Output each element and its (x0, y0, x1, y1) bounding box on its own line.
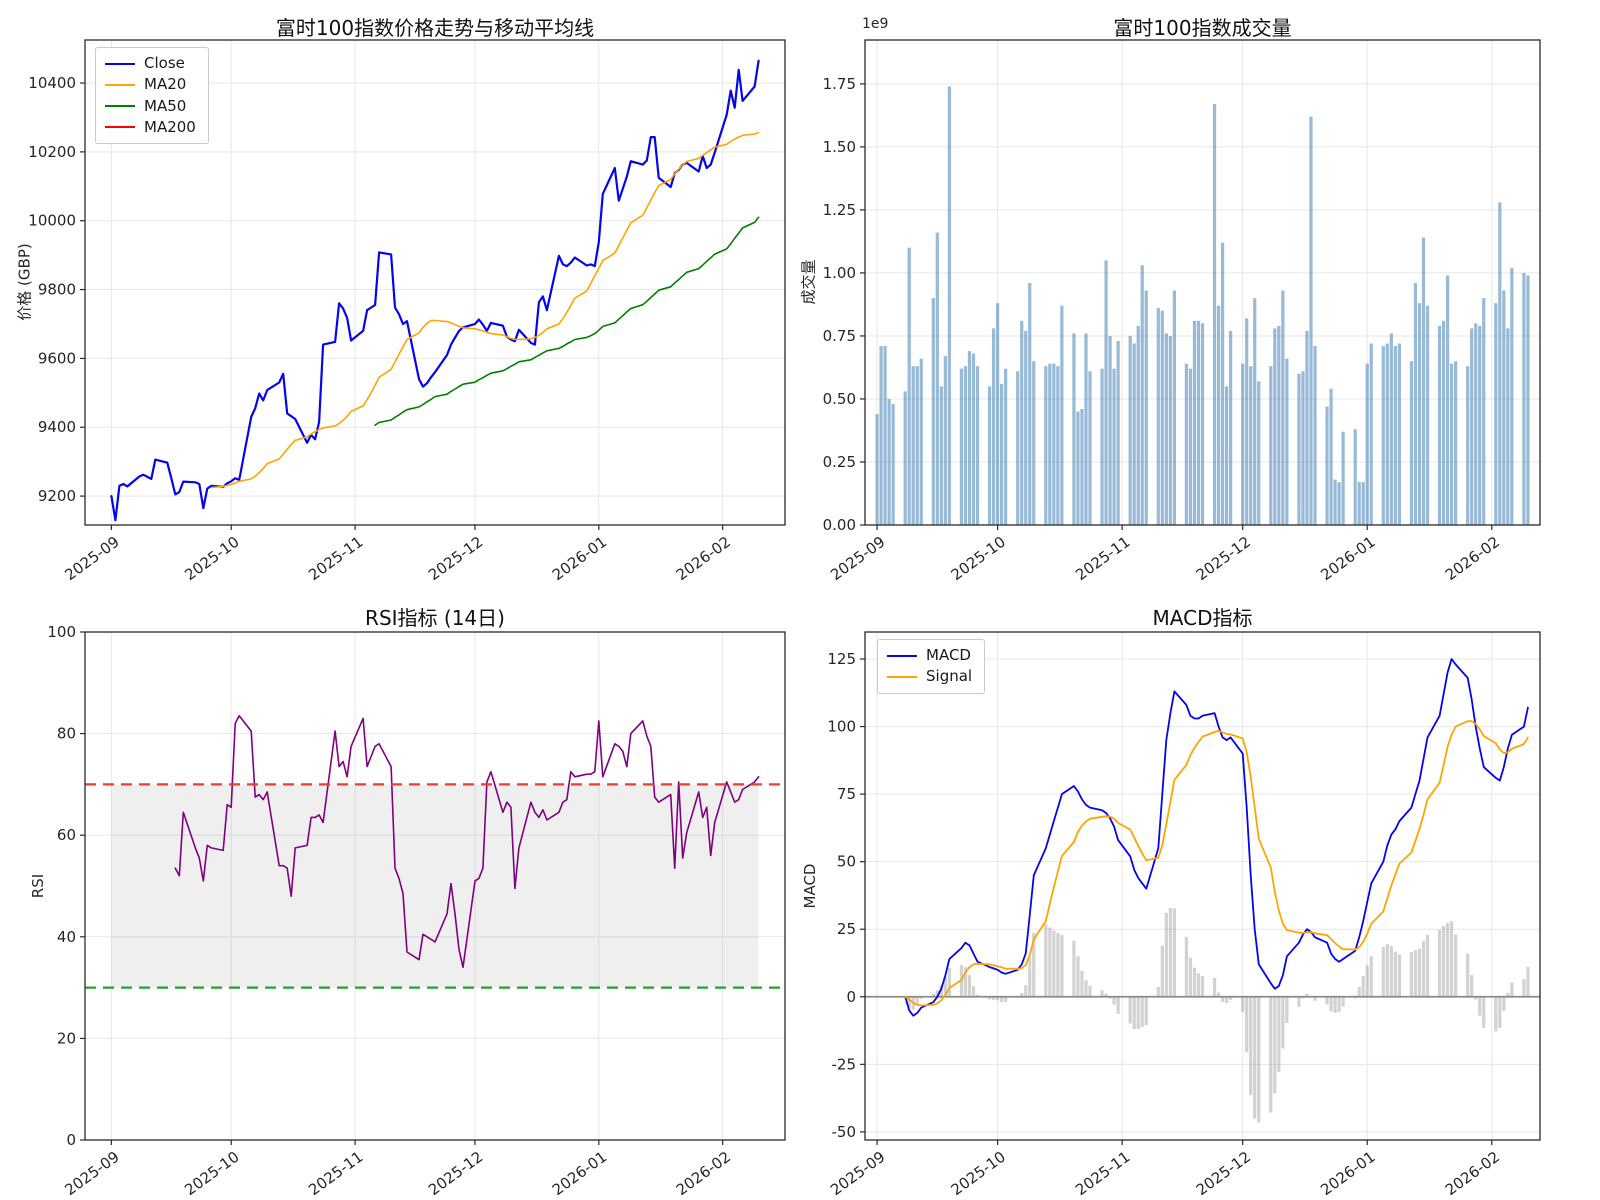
macd-legend: MACD Signal (877, 639, 986, 694)
svg-text:2025-11: 2025-11 (305, 1148, 366, 1199)
rsi-y-axis-label: RSI (29, 873, 47, 899)
svg-text:2026-01: 2026-01 (549, 1148, 610, 1199)
svg-text:2025-12: 2025-12 (1193, 533, 1254, 584)
svg-text:2025-09: 2025-09 (61, 533, 122, 584)
ma50-line-swatch (105, 105, 135, 108)
svg-text:-50: -50 (832, 1123, 857, 1141)
price-y-axis-label: 价格 (GBP) (15, 243, 34, 321)
svg-text:10000: 10000 (28, 212, 76, 230)
ma200-line-swatch (105, 126, 135, 129)
svg-text:2026-01: 2026-01 (1317, 1148, 1378, 1199)
macd-line-swatch (887, 654, 917, 657)
volume-axis-offset-text: 1e9 (862, 16, 889, 32)
svg-text:100: 100 (827, 718, 856, 736)
svg-text:20: 20 (57, 1029, 76, 1047)
svg-text:2026-01: 2026-01 (1317, 533, 1378, 584)
svg-text:1.25: 1.25 (823, 201, 856, 219)
legend-label: MA50 (144, 96, 187, 115)
svg-text:2025-10: 2025-10 (181, 533, 242, 584)
legend-label: MACD (926, 646, 971, 664)
svg-text:125: 125 (827, 650, 856, 668)
svg-text:1.50: 1.50 (823, 138, 856, 156)
legend-item-ma200: MA200 (105, 117, 196, 136)
volume-chart-title: 富时100指数成交量 (1113, 16, 1292, 40)
macd-chart-title: MACD指标 (1152, 606, 1253, 630)
svg-text:2025-12: 2025-12 (425, 533, 486, 584)
svg-text:2025-11: 2025-11 (305, 533, 366, 584)
legend-label: Close (144, 54, 185, 72)
legend-label: MA20 (144, 75, 187, 94)
svg-text:9800: 9800 (38, 281, 76, 299)
legend-label: Signal (926, 667, 973, 686)
svg-text:0.75: 0.75 (823, 327, 856, 345)
svg-text:0.00: 0.00 (823, 516, 856, 534)
close-line-swatch (105, 62, 135, 65)
svg-text:2026-02: 2026-02 (1442, 1148, 1503, 1199)
volume-y-axis-label: 成交量 (799, 259, 818, 305)
svg-text:2026-02: 2026-02 (1442, 533, 1503, 584)
svg-text:2025-09: 2025-09 (827, 1148, 888, 1199)
svg-text:80: 80 (57, 725, 76, 743)
macd-y-axis-label: MACD (801, 863, 819, 909)
legend-item-ma50: MA50 (105, 96, 196, 115)
svg-text:2025-10: 2025-10 (948, 1148, 1009, 1199)
svg-text:1.00: 1.00 (823, 264, 856, 282)
svg-text:2025-10: 2025-10 (181, 1148, 242, 1199)
rsi-chart-title: RSI指标 (14日) (365, 606, 505, 630)
svg-text:50: 50 (837, 853, 856, 871)
svg-text:9400: 9400 (38, 418, 76, 436)
svg-text:2026-02: 2026-02 (673, 533, 734, 584)
price-legend: Close MA20 MA50 MA200 (95, 47, 209, 144)
svg-text:2025-12: 2025-12 (425, 1148, 486, 1199)
svg-text:0: 0 (66, 1131, 76, 1149)
ma20-line-swatch (105, 83, 135, 86)
legend-item-close: Close (105, 54, 196, 72)
legend-item-ma20: MA20 (105, 75, 196, 94)
svg-text:2025-11: 2025-11 (1072, 1148, 1133, 1199)
svg-text:9200: 9200 (38, 487, 76, 505)
svg-text:0.25: 0.25 (823, 453, 856, 471)
svg-text:2025-12: 2025-12 (1193, 1148, 1254, 1199)
svg-text:25: 25 (837, 920, 856, 938)
svg-text:2025-10: 2025-10 (948, 533, 1009, 584)
svg-text:100: 100 (47, 623, 76, 641)
svg-text:75: 75 (837, 785, 856, 803)
svg-text:0.50: 0.50 (823, 390, 856, 408)
legend-label: MA200 (144, 117, 196, 136)
svg-text:1.75: 1.75 (823, 75, 856, 93)
legend-item-signal: Signal (887, 667, 973, 686)
price-chart-title: 富时100指数价格走势与移动平均线 (275, 16, 595, 40)
svg-text:2026-01: 2026-01 (549, 533, 610, 584)
svg-text:60: 60 (57, 826, 76, 844)
legend-item-macd: MACD (887, 646, 972, 664)
svg-text:9600: 9600 (38, 349, 76, 367)
svg-text:2025-09: 2025-09 (61, 1148, 122, 1199)
svg-text:10400: 10400 (28, 74, 76, 92)
svg-text:0: 0 (846, 988, 856, 1006)
svg-text:-25: -25 (832, 1055, 857, 1073)
svg-text:40: 40 (57, 928, 76, 946)
signal-line-swatch (887, 675, 917, 678)
svg-text:10200: 10200 (28, 143, 76, 161)
svg-text:2025-11: 2025-11 (1072, 533, 1133, 584)
svg-text:2025-09: 2025-09 (827, 533, 888, 584)
svg-text:2026-02: 2026-02 (673, 1148, 734, 1199)
